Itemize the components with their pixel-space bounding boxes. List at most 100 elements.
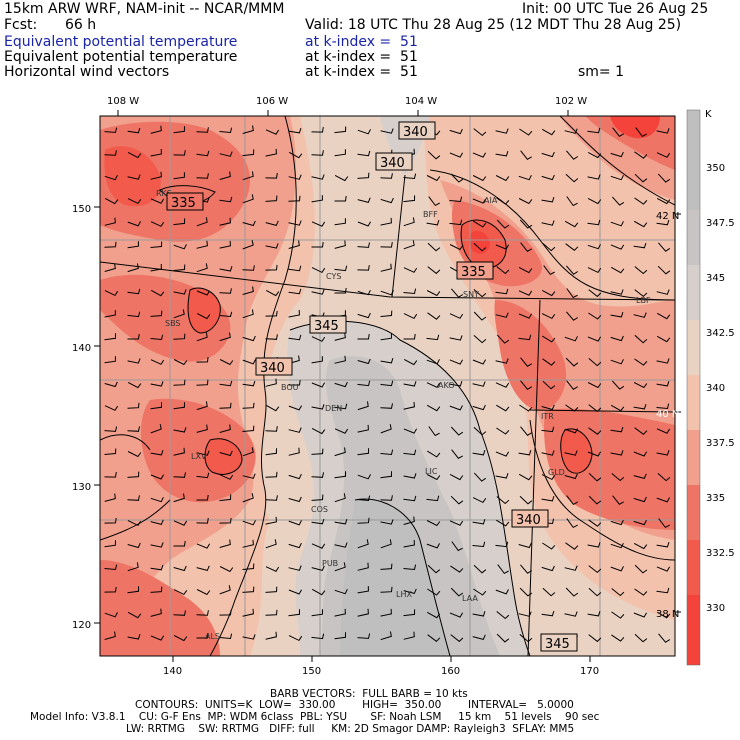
- wind-barb: [334, 265, 348, 272]
- wind-barb: [150, 450, 164, 456]
- wind-barb: [150, 496, 164, 503]
- field-3-name: Horizontal wind vectors: [4, 64, 170, 80]
- wind-barb: [428, 196, 440, 207]
- wind-barb: [380, 197, 394, 204]
- wind-barb: [656, 128, 670, 134]
- wind-barb: [196, 518, 209, 524]
- wind-barb: [588, 519, 602, 527]
- wind-barb: [311, 494, 324, 501]
- wind-barb: [610, 151, 624, 158]
- wind-barb: [150, 171, 162, 180]
- wind-barb: [150, 241, 163, 248]
- wind-barb: [127, 288, 141, 295]
- wind-barb: [633, 542, 648, 550]
- wind-barb: [449, 405, 463, 411]
- wind-barb: [104, 356, 116, 364]
- wind-barb: [380, 495, 393, 501]
- wind-barb: [587, 267, 602, 274]
- wind-barb: [127, 495, 140, 501]
- wind-barb: [656, 403, 670, 410]
- wind-barb: [449, 152, 464, 158]
- y-label-140: 140: [72, 343, 91, 354]
- wind-barb: [565, 587, 579, 597]
- wind-barb: [472, 198, 487, 204]
- wind-barb: [518, 290, 533, 296]
- wind-barb: [610, 404, 625, 412]
- wind-barb: [265, 310, 278, 317]
- wind-barb: [150, 359, 165, 365]
- station-itr: ITR: [541, 412, 554, 421]
- wind-barb: [104, 493, 116, 502]
- wind-barb: [473, 311, 487, 321]
- wind-barb: [150, 125, 162, 134]
- wind-barb: [541, 128, 556, 136]
- wind-barb: [472, 359, 487, 365]
- wind-barb: [495, 358, 509, 364]
- wind-barb: [542, 380, 556, 390]
- lat-label-42n: 42 N: [656, 211, 679, 222]
- wind-barb: [104, 448, 117, 455]
- wind-barb: [219, 171, 231, 180]
- wind-barb: [150, 608, 162, 617]
- wind-barb: [633, 312, 647, 318]
- wind-barb: [196, 610, 209, 616]
- init-time: Init: 00 UTC Tue 26 Aug 25: [522, 1, 709, 17]
- wind-barb: [518, 198, 533, 205]
- wind-barb: [219, 151, 233, 157]
- wind-barb: [587, 336, 602, 342]
- wind-barb: [449, 612, 464, 618]
- wind-barb: [611, 588, 625, 597]
- wind-barb: [288, 496, 302, 503]
- wind-barb: [610, 175, 624, 181]
- wind-barb: [334, 542, 348, 548]
- wind-barb: [426, 359, 440, 365]
- forecast-hour: 66 h: [65, 17, 97, 33]
- wind-barb: [588, 404, 602, 413]
- wind-barb: [173, 126, 185, 134]
- wind-barb: [288, 240, 300, 249]
- station-laa: LAA: [462, 594, 478, 603]
- wind-barb: [311, 588, 326, 596]
- wind-barb: [219, 217, 231, 226]
- wind-barb: [242, 220, 256, 227]
- wind-barb: [357, 474, 371, 480]
- wind-barb: [150, 474, 165, 480]
- wind-barb: [104, 426, 118, 432]
- wind-barb: [633, 451, 648, 457]
- wind-barb: [472, 175, 487, 182]
- wind-barb: [104, 263, 116, 272]
- wind-barb: [495, 175, 510, 182]
- wind-barb: [520, 357, 533, 367]
- wind-barb: [357, 633, 371, 639]
- wind-barb: [588, 587, 602, 597]
- wind-barb: [427, 450, 441, 458]
- wind-barb: [173, 540, 186, 547]
- wind-barb: [565, 357, 579, 367]
- wind-barb: [242, 286, 254, 295]
- colorbar: [686, 109, 701, 666]
- wind-barb: [610, 335, 624, 342]
- wind-barb: [657, 265, 671, 275]
- wind-barb: [334, 608, 346, 617]
- wind-barb: [242, 240, 254, 250]
- wind-barb: [288, 609, 300, 617]
- wind-barb: [380, 471, 392, 479]
- wind-barb: [196, 240, 208, 249]
- wind-barb: [518, 313, 533, 319]
- contour-label-340-a: 340: [398, 121, 436, 140]
- contour-label-340-b: 340: [375, 152, 413, 171]
- wind-barb: [473, 220, 487, 228]
- wind-barb: [173, 634, 188, 642]
- svg-text:345: 345: [314, 319, 339, 334]
- colorbar-label-335: 335: [706, 493, 725, 504]
- wind-barb: [633, 612, 648, 618]
- wind-barb: [242, 125, 254, 134]
- colorbar-label-332-5: 332.5: [706, 548, 735, 559]
- wind-barb: [150, 263, 162, 272]
- wind-barb: [127, 358, 141, 364]
- wind-barb: [288, 473, 302, 480]
- wind-barb: [242, 402, 255, 409]
- wind-barb: [265, 173, 278, 179]
- wind-barb: [104, 405, 119, 411]
- wind-barb: [173, 565, 187, 572]
